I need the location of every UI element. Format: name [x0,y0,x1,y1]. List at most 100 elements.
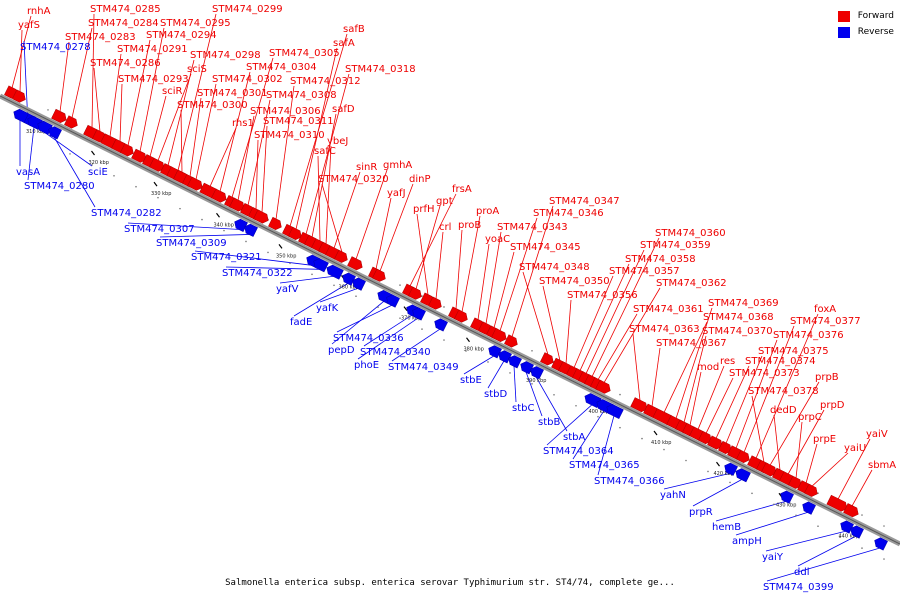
gene-label-scir[interactable]: sciR [162,86,182,97]
gene-label-stm474-0369[interactable]: STM474_0369 [708,298,779,309]
gene-label-stm474-0348[interactable]: STM474_0348 [519,262,590,273]
reverse-gene-stba[interactable] [528,365,544,380]
gene-label-stm474-0283[interactable]: STM474_0283 [65,32,136,43]
gene-label-rnha[interactable]: rnhA [27,6,51,17]
gene-label-hemb[interactable]: hemB [712,522,741,533]
gene-label-prob[interactable]: proB [458,220,481,231]
gene-label-stm474-0356[interactable]: STM474_0356 [567,290,638,301]
gene-label-dinp[interactable]: dinP [409,174,431,185]
reverse-gene-phoe[interactable] [410,306,426,321]
gene-label-sinr[interactable]: sinR [356,162,377,173]
gene-label-stm474-0321[interactable]: STM474_0321 [191,252,262,263]
reverse-gene-stbc[interactable] [506,354,522,369]
forward-gene-sbma[interactable] [843,503,861,519]
gene-label-stm474-0399[interactable]: STM474_0399 [763,582,834,593]
gene-label-stm474-0291[interactable]: STM474_0291 [117,44,188,55]
forward-gene-stm474-0346[interactable] [491,327,509,343]
forward-gene-yaiv[interactable] [826,494,849,513]
reverse-gene-yahn[interactable] [722,461,738,476]
gene-label-safb[interactable]: safB [343,24,365,35]
gene-label-stm474-0284[interactable]: STM474_0284 [88,18,159,29]
reverse-gene-stbe[interactable] [486,344,502,359]
forward-gene-stm474-0362[interactable] [595,379,613,395]
gene-label-rhs1[interactable]: rhs1 [232,118,254,129]
gene-label-stba[interactable]: stbA [563,432,585,443]
gene-label-stm474-0312[interactable]: STM474_0312 [290,76,361,87]
gene-label-phoe[interactable]: phoE [354,360,379,371]
gene-label-stm474-0285[interactable]: STM474_0285 [90,4,161,15]
gene-label-prpb[interactable]: prpB [815,372,839,383]
gene-label-stm474-0359[interactable]: STM474_0359 [640,240,711,251]
forward-gene-dinp[interactable] [372,268,387,283]
gene-label-mod[interactable]: mod [697,362,719,373]
gene-label-proa[interactable]: proA [476,206,499,217]
gene-label-stm474-0304[interactable]: STM474_0304 [246,62,317,73]
gene-label-stbc[interactable]: stbC [512,403,534,414]
gene-label-yafs[interactable]: yafS [18,20,40,31]
gene-label-yoac[interactable]: yoaC [485,234,510,245]
forward-gene-stm474-0347[interactable] [504,334,519,349]
forward-gene-proa[interactable] [454,309,469,324]
gene-label-stm474-0363[interactable]: STM474_0363 [629,324,700,335]
gene-label-stm474-0295[interactable]: STM474_0295 [160,18,231,29]
forward-gene-stm474-0363[interactable] [630,397,650,414]
gene-label-scie[interactable]: sciE [88,167,108,178]
gene-label-yafv[interactable]: yafV [276,284,299,295]
gene-label-stm474-0308[interactable]: STM474_0308 [266,90,337,101]
gene-label-stm474-0374[interactable]: STM474_0374 [745,356,816,367]
gene-label-res[interactable]: res [720,356,735,367]
gene-label-sbma[interactable]: sbmA [868,460,896,471]
gene-label-stbb[interactable]: stbB [538,417,560,428]
gene-label-stm474-0349[interactable]: STM474_0349 [388,362,459,373]
gene-label-foxa[interactable]: foxA [814,304,836,315]
gene-label-stm474-0377[interactable]: STM474_0377 [790,316,861,327]
gene-label-stm474-0343[interactable]: STM474_0343 [497,222,568,233]
gene-label-safc[interactable]: safC [314,146,336,157]
gene-label-frsa[interactable]: frsA [452,184,472,195]
gene-label-stm474-0294[interactable]: STM474_0294 [146,30,217,41]
reverse-gene-stm474-0366[interactable] [605,403,624,420]
gene-label-stm474-0307[interactable]: STM474_0307 [124,224,195,235]
gene-label-stbe[interactable]: stbE [460,375,482,386]
forward-gene-stm474-0294[interactable] [120,143,135,158]
gene-label-fade[interactable]: fadE [290,317,312,328]
gene-label-pepd[interactable]: pepD [328,345,355,356]
gene-label-safa[interactable]: safA [333,38,355,49]
gene-label-vasa[interactable]: vasA [16,167,40,178]
forward-gene-stm474-0302[interactable] [187,176,205,192]
gene-label-stm474-0299[interactable]: STM474_0299 [212,4,283,15]
gene-label-stm474-0345[interactable]: STM474_0345 [510,242,581,253]
gene-label-prpe[interactable]: prpE [813,434,836,445]
gene-label-prpr[interactable]: prpR [689,507,713,518]
forward-gene-stm474-0304[interactable] [211,188,229,204]
reverse-gene-stm474-0322[interactable] [312,257,329,273]
gene-label-stm474-0320[interactable]: STM474_0320 [318,174,389,185]
forward-gene-safa[interactable] [288,226,303,241]
gene-label-stm474-0347[interactable]: STM474_0347 [549,196,620,207]
gene-label-stm474-0367[interactable]: STM474_0367 [656,338,727,349]
reverse-gene-prpr[interactable] [734,467,751,483]
gene-label-yafj[interactable]: yafJ [387,188,406,199]
forward-gene-stm474-0348[interactable] [540,352,555,367]
gene-label-stbd[interactable]: stbD [484,389,507,400]
reverse-gene-yafv[interactable] [325,263,344,280]
gene-label-stm474-0346[interactable]: STM474_0346 [533,208,604,219]
gene-label-stm474-0286[interactable]: STM474_0286 [90,58,161,69]
forward-gene-stm474-0311[interactable] [253,209,271,225]
gene-label-stm474-0280[interactable]: STM474_0280 [24,181,95,192]
gene-label-stm474-0301[interactable]: STM474_0301 [197,88,268,99]
gene-label-prpd[interactable]: prpD [820,400,845,411]
gene-label-stm474-0278[interactable]: STM474_0278 [20,42,91,53]
reverse-gene-yafk[interactable] [350,276,366,291]
gene-label-stm474-0357[interactable]: STM474_0357 [609,266,680,277]
gene-label-stm474-0362[interactable]: STM474_0362 [656,278,727,289]
forward-gene-crl[interactable] [428,296,443,311]
reverse-gene-ddl[interactable] [848,524,864,539]
gene-label-yafk[interactable]: yafK [316,303,339,314]
reverse-gene-stbd[interactable] [496,349,512,364]
gene-label-stm474-0336[interactable]: STM474_0336 [333,333,404,344]
gene-label-stm474-0318[interactable]: STM474_0318 [345,64,416,75]
gene-label-stm474-0293[interactable]: STM474_0293 [118,74,189,85]
reverse-gene-stbb[interactable] [518,360,534,375]
gene-label-stm474-0360[interactable]: STM474_0360 [655,228,726,239]
